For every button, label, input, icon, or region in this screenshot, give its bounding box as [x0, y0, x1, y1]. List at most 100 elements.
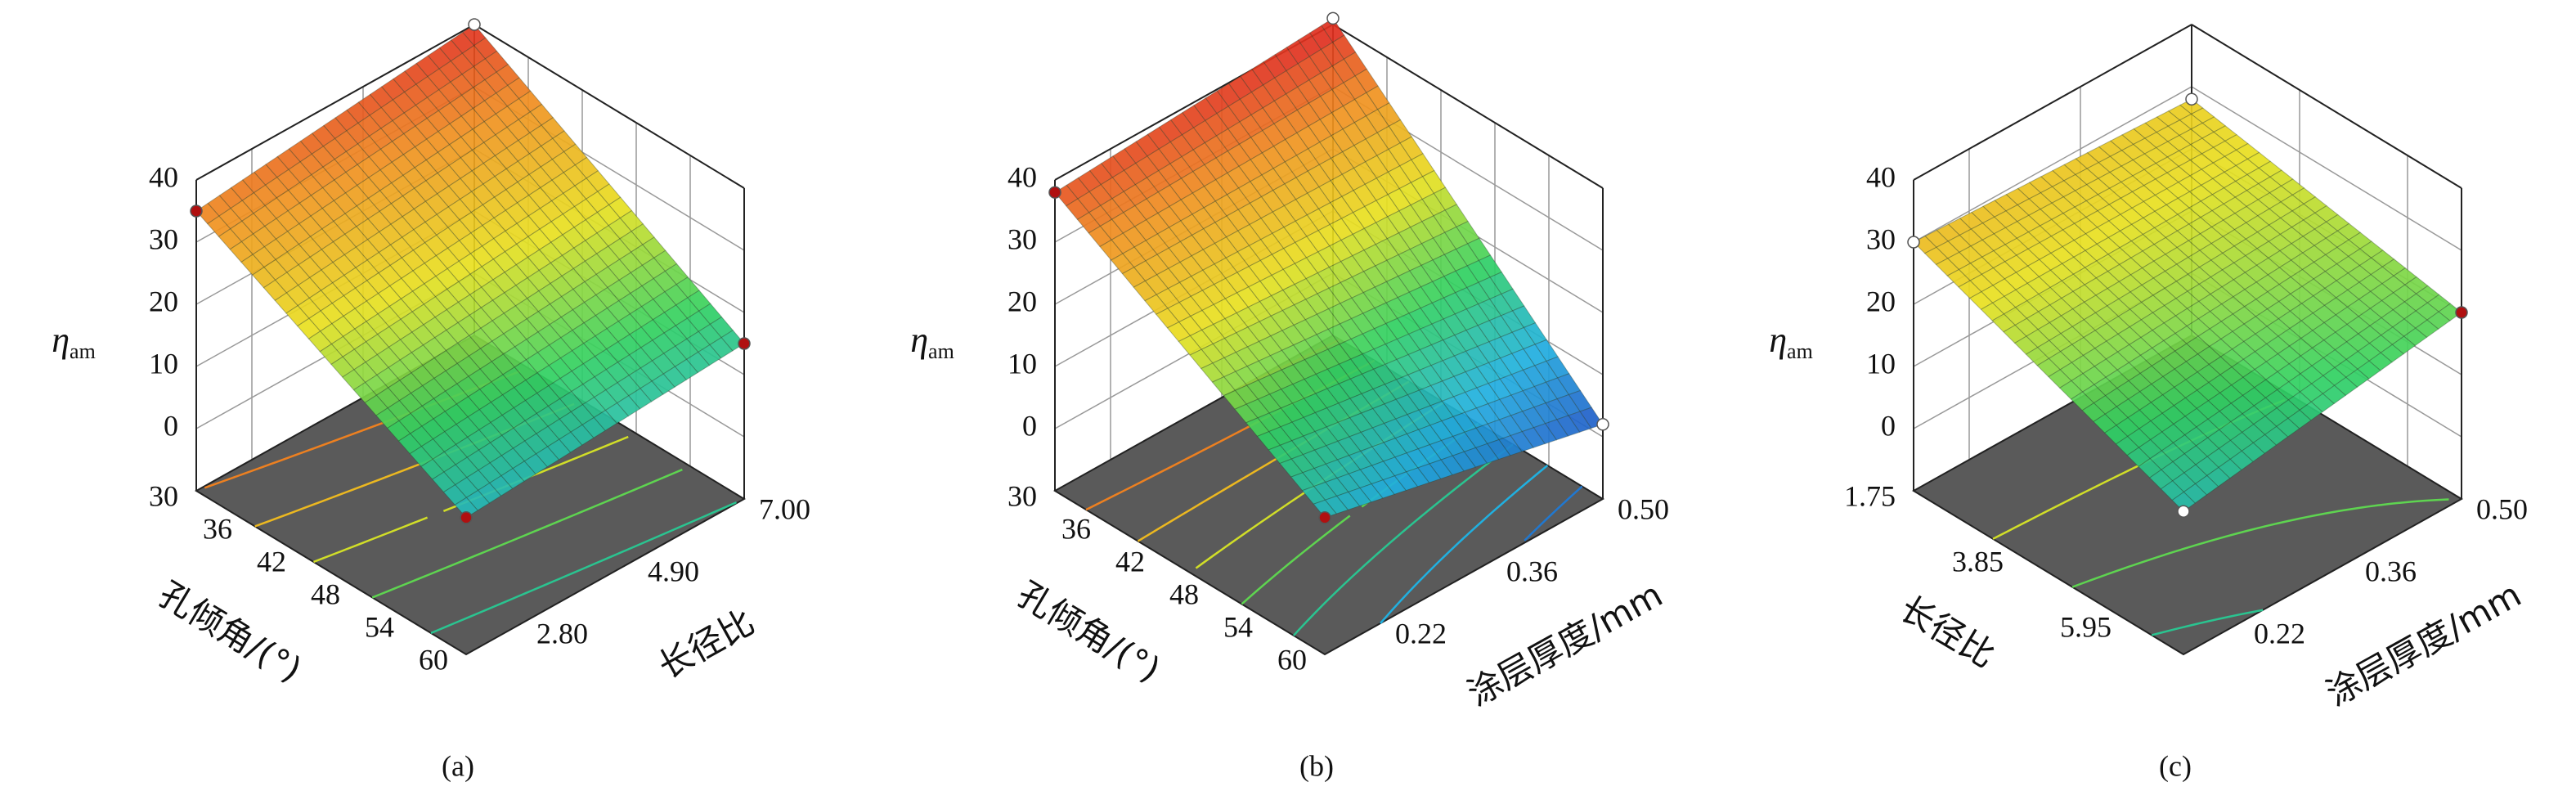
surface-cell: [593, 409, 617, 432]
y-tick-label: 2.80: [536, 617, 588, 649]
z-tick-label: 0: [1881, 409, 1896, 442]
surface-cell: [2414, 319, 2439, 339]
x-axis-label: 长径比: [1893, 588, 2002, 676]
z-label-symbol: η: [1769, 320, 1787, 360]
panel: 0 10 20 30 40 0.22 0.36 0.50 1.75 3.85 5.95 长径比 涂层厚度…: [1769, 24, 2528, 782]
y-tick-label: 0.22: [1395, 617, 1447, 649]
box-edge: [195, 24, 475, 181]
z-tick-label: 10: [149, 347, 178, 380]
z-label-symbol: η: [52, 320, 70, 360]
z-axis-label: ηam: [52, 320, 96, 363]
caption: (c): [2159, 749, 2192, 782]
z-tick-label: 40: [1866, 160, 1896, 193]
z-label-subscript: am: [928, 339, 954, 363]
design-point: [1318, 511, 1331, 524]
y-tick-label: 0.22: [2254, 617, 2305, 649]
x-tick-label: 5.95: [2060, 610, 2112, 643]
surface-cell: [1393, 471, 1419, 492]
design-point: [2455, 306, 2468, 319]
x-tick-label: 36: [203, 512, 232, 545]
box-edge: [1913, 24, 2192, 181]
y-tick-label: 0.50: [2476, 492, 2528, 525]
surface-cell: [1335, 491, 1361, 510]
surface-cell: [2426, 311, 2451, 330]
z-axis-label: ηam: [910, 320, 954, 363]
caption: (a): [442, 749, 474, 782]
x-tick-label: 48: [1169, 578, 1199, 610]
y-tick-label: 4.90: [648, 555, 699, 587]
x-tick-label: 54: [365, 610, 394, 643]
x-tick-label: 36: [1061, 512, 1091, 545]
surface-cell: [1486, 438, 1511, 461]
surface-cell: [2206, 466, 2231, 488]
panel: 0 10 20 30 40 2.80 4.90 7.00 30 36 42 48 54 60 孔倾角/(°)…: [52, 18, 810, 782]
box-edge: [473, 24, 745, 189]
surface-cell: [1382, 475, 1407, 495]
surface-cell: [1440, 455, 1465, 476]
surface-cell: [685, 351, 711, 374]
z-label-subscript: am: [1787, 339, 1813, 363]
z-label-symbol: η: [910, 320, 928, 360]
contour-line: [1380, 465, 1549, 624]
x-axis-label: 孔倾角/(°): [1011, 573, 1167, 690]
surface-cell: [465, 489, 491, 511]
surface-cell: [1405, 467, 1430, 488]
surface-cell: [1416, 463, 1442, 483]
surface-cell: [1533, 423, 1558, 445]
x-tick-label: 30: [1008, 479, 1037, 512]
surface-cell: [1371, 479, 1395, 499]
caption: (b): [1299, 749, 1334, 782]
surface-cell: [2380, 344, 2404, 363]
z-tick-label: 30: [1008, 222, 1037, 255]
surface-cell: [2310, 393, 2335, 413]
design-point: [1326, 11, 1340, 25]
surface-cell: [1359, 483, 1384, 503]
surface-cell: [640, 380, 664, 402]
design-point: [460, 511, 473, 524]
panel: 0 10 20 30 40 0.22 0.36 0.50 30 36 42 48 54 60 孔倾角/(°)…: [910, 11, 1669, 782]
z-tick-label: 20: [1866, 285, 1896, 317]
surface-cell: [1324, 495, 1349, 515]
y-axis-label: 涂层厚度/mm: [2319, 574, 2528, 714]
surface-cell: [662, 366, 687, 388]
surface-cell: [477, 482, 502, 504]
surface-cell: [1521, 427, 1546, 448]
x-tick-label: 42: [1115, 545, 1145, 578]
z-tick-label: 20: [1008, 285, 1037, 317]
surface-cell: [627, 388, 653, 410]
surface-cell: [1347, 487, 1372, 507]
z-tick-label: 20: [149, 285, 178, 317]
y-axis-label: 长径比: [652, 601, 761, 686]
x-tick-label: 1.75: [1844, 479, 1896, 512]
surface-cell: [1452, 451, 1476, 472]
surface-cell: [2299, 401, 2323, 421]
surface-cell: [616, 395, 641, 417]
box-edge: [2191, 24, 2462, 189]
surface-cell: [558, 431, 583, 453]
y-tick-label: 0.36: [2365, 555, 2417, 587]
x-tick-label: 60: [1277, 643, 1307, 676]
surface-cell: [581, 416, 606, 438]
design-point: [1596, 418, 1609, 431]
contour-line: [371, 468, 683, 599]
surface-cell: [1463, 447, 1488, 468]
contour-line: [1524, 485, 1583, 542]
surface-cell: [604, 402, 630, 425]
surface-cell: [1544, 419, 1569, 441]
design-point: [468, 18, 481, 31]
x-tick-label: 48: [311, 578, 340, 610]
surface-cell: [570, 424, 595, 446]
design-point: [2185, 92, 2198, 106]
surface-cell: [2252, 434, 2278, 454]
design-point: [2177, 505, 2190, 518]
box-edge: [1332, 24, 1604, 189]
surface-cell: [2391, 335, 2417, 355]
x-tick-label: 60: [419, 643, 448, 676]
x-tick-label: 54: [1223, 610, 1253, 643]
surface-cell: [523, 453, 548, 475]
surface-cell: [651, 373, 675, 395]
surface-cell: [512, 461, 536, 483]
x-axis-label: 孔倾角/(°): [152, 573, 308, 690]
